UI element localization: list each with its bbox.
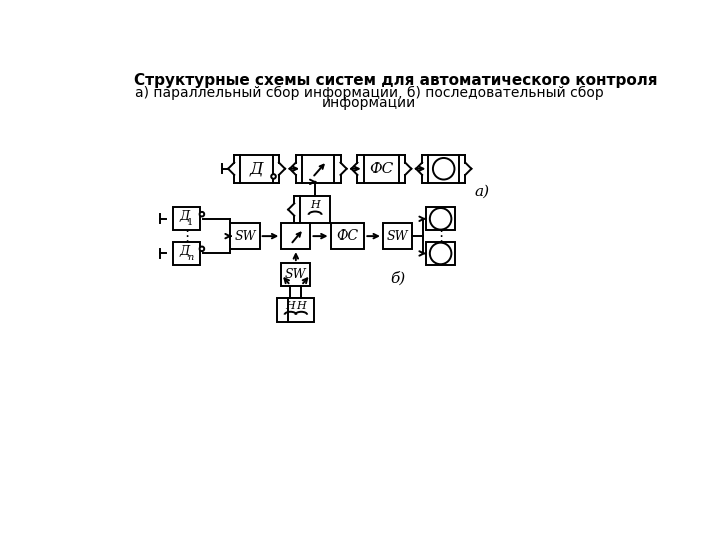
Bar bbox=[330, 223, 364, 249]
Text: SW: SW bbox=[234, 230, 256, 242]
Text: SW: SW bbox=[387, 230, 408, 242]
Bar bbox=[302, 155, 334, 183]
Bar bbox=[383, 223, 412, 249]
Text: ⋮: ⋮ bbox=[179, 228, 194, 244]
Text: информации: информации bbox=[322, 96, 416, 110]
Circle shape bbox=[271, 174, 276, 179]
Bar bbox=[173, 242, 200, 265]
Bar bbox=[282, 263, 310, 286]
Bar bbox=[277, 299, 304, 322]
Text: а) параллельный сбор информации, б) последовательный сбор: а) параллельный сбор информации, б) посл… bbox=[135, 85, 603, 100]
Text: Д: Д bbox=[250, 160, 264, 177]
Text: а): а) bbox=[474, 185, 490, 199]
Bar bbox=[230, 223, 260, 249]
Text: ФС: ФС bbox=[336, 229, 359, 243]
Circle shape bbox=[199, 212, 204, 217]
Circle shape bbox=[430, 242, 451, 264]
Text: Н: Н bbox=[310, 200, 320, 210]
Text: ФС: ФС bbox=[369, 162, 393, 176]
Text: 1: 1 bbox=[187, 218, 194, 227]
Bar bbox=[240, 155, 273, 183]
Bar bbox=[300, 197, 330, 222]
Text: n: n bbox=[187, 253, 194, 262]
Text: ⋮: ⋮ bbox=[433, 228, 449, 244]
Bar bbox=[288, 299, 315, 322]
Bar bbox=[428, 155, 459, 183]
Text: Структурные схемы систем для автоматического контроля: Структурные схемы систем для автоматичес… bbox=[134, 72, 657, 87]
Bar bbox=[426, 242, 455, 265]
Circle shape bbox=[433, 158, 454, 179]
Bar bbox=[173, 207, 200, 231]
Circle shape bbox=[199, 247, 204, 251]
Text: Н: Н bbox=[286, 301, 295, 311]
Text: Д: Д bbox=[180, 210, 190, 223]
Bar bbox=[282, 223, 310, 249]
Bar bbox=[426, 207, 455, 231]
Text: Д: Д bbox=[180, 245, 190, 258]
Circle shape bbox=[430, 208, 451, 230]
Text: SW: SW bbox=[285, 268, 307, 281]
Bar bbox=[364, 155, 399, 183]
Text: б): б) bbox=[391, 271, 406, 286]
Text: Н: Н bbox=[297, 301, 306, 311]
